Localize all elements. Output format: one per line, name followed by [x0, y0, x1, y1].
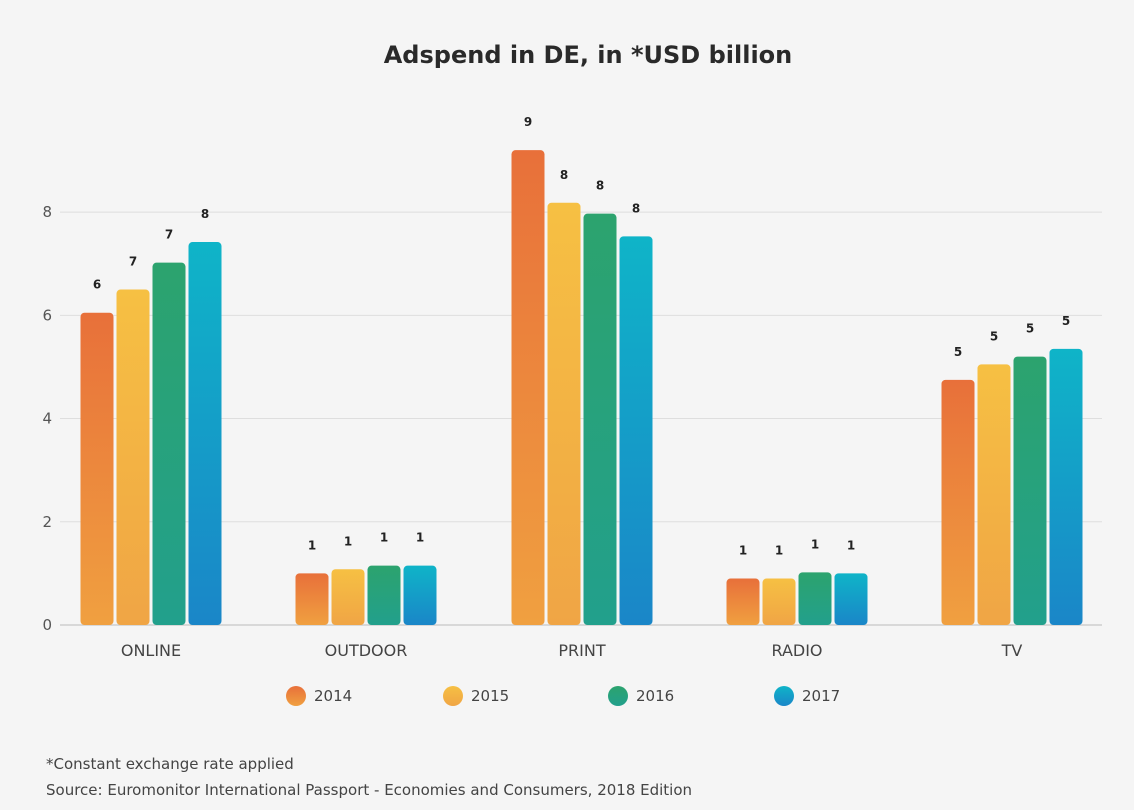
data-label: 8 — [596, 179, 604, 193]
data-label: 1 — [775, 544, 783, 558]
bar-radio-2016 — [798, 572, 832, 625]
y-tick-label: 0 — [42, 616, 52, 634]
data-label: 1 — [739, 544, 747, 558]
data-label: 9 — [524, 115, 532, 129]
x-tick-label: ONLINE — [121, 641, 181, 660]
bar-radio-2017 — [834, 573, 868, 625]
data-labels: 6 7 7 8 1 1 1 1 9 8 8 8 1 1 1 1 5 5 5 5 — [93, 115, 1070, 557]
bar-outdoor-2017 — [403, 565, 437, 625]
data-label: 8 — [632, 201, 640, 215]
data-label: 7 — [129, 255, 137, 269]
chart-title: Adspend in DE, in *USD billion — [384, 41, 793, 69]
data-label: 5 — [1062, 314, 1070, 328]
bar-online-2016 — [152, 262, 186, 625]
x-axis-ticks: ONLINE OUTDOOR PRINT RADIO TV — [121, 641, 1023, 660]
legend-swatch-2016 — [608, 686, 628, 706]
x-tick-label: OUTDOOR — [325, 641, 408, 660]
data-label: 5 — [1026, 322, 1034, 336]
bar-tv-2015 — [977, 364, 1011, 625]
legend-swatch-2017 — [774, 686, 794, 706]
bar-print-2017 — [619, 236, 653, 625]
footnote-exchange-rate: *Constant exchange rate applied — [46, 755, 294, 773]
grid — [60, 211, 1102, 626]
legend-label: 2015 — [471, 687, 509, 705]
legend-swatch-2015 — [443, 686, 463, 706]
data-label: 8 — [560, 168, 568, 182]
bar-tv-2017 — [1049, 348, 1083, 625]
data-label: 1 — [416, 531, 424, 545]
data-label: 1 — [380, 531, 388, 545]
bars — [80, 150, 1083, 626]
data-label: 7 — [165, 228, 173, 242]
legend-swatch-2014 — [286, 686, 306, 706]
bar-radio-2014 — [726, 578, 760, 625]
legend: 2014 2015 2016 2017 — [286, 686, 840, 706]
y-tick-label: 4 — [42, 410, 52, 428]
bar-online-2014 — [80, 312, 114, 625]
bar-online-2017 — [188, 242, 222, 625]
y-tick-label: 8 — [42, 203, 52, 221]
data-label: 1 — [344, 534, 352, 548]
bar-outdoor-2015 — [331, 569, 365, 625]
y-tick-label: 6 — [42, 306, 52, 324]
bar-radio-2015 — [762, 578, 796, 625]
data-label: 5 — [954, 345, 962, 359]
data-label: 6 — [93, 278, 101, 292]
bar-print-2015 — [547, 202, 581, 625]
data-label: 1 — [308, 538, 316, 552]
data-label: 1 — [811, 537, 819, 551]
bar-outdoor-2016 — [367, 565, 401, 625]
x-tick-label: RADIO — [771, 641, 822, 660]
data-label: 5 — [990, 329, 998, 343]
legend-label: 2016 — [636, 687, 674, 705]
chart: Adspend in DE, in *USD billion 0 2 4 6 8 6 7 7… — [42, 41, 1102, 706]
bar-tv-2014 — [941, 379, 975, 625]
bar-tv-2016 — [1013, 356, 1047, 625]
bar-print-2014 — [511, 150, 545, 625]
bar-outdoor-2014 — [295, 573, 329, 625]
data-label: 1 — [847, 538, 855, 552]
x-tick-label: TV — [1001, 641, 1023, 660]
y-tick-label: 2 — [42, 513, 52, 531]
data-label: 8 — [201, 207, 209, 221]
bar-print-2016 — [583, 213, 617, 626]
bar-online-2015 — [116, 289, 150, 625]
legend-label: 2014 — [314, 687, 352, 705]
footnote-source: Source: Euromonitor International Passpo… — [46, 781, 693, 799]
legend-label: 2017 — [802, 687, 840, 705]
y-axis-ticks: 0 2 4 6 8 — [42, 203, 52, 634]
x-tick-label: PRINT — [558, 641, 605, 660]
